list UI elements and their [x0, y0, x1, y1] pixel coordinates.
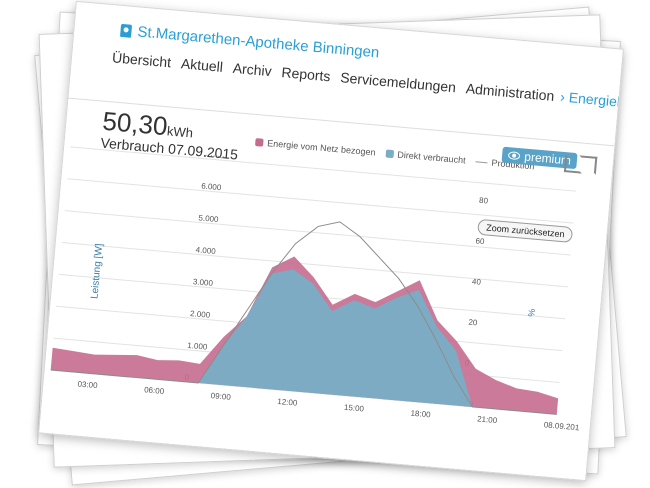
y2-axis-label: %: [526, 308, 537, 318]
chart-panel: 50,30kWh Verbrauch 07.09.2015 Energie vo…: [39, 97, 615, 482]
legend-line-production: [475, 160, 488, 163]
x-tick-label: 03:00: [77, 379, 98, 390]
legend-label-grid: Energie vom Netz bezogen: [266, 138, 376, 158]
building-icon: [119, 23, 133, 38]
y-tick-label: 1.000: [187, 341, 208, 352]
legend-item-grid[interactable]: Energie vom Netz bezogen: [254, 137, 376, 158]
expand-icon: [563, 154, 584, 174]
x-tick-label: 09:00: [210, 391, 231, 402]
x-tick-label: 21:00: [477, 414, 498, 425]
grid-line: [67, 178, 574, 224]
y2-tick-label: 80: [479, 196, 489, 206]
series-line-production: [50, 221, 557, 415]
legend-label-direct: Direkt verbraucht: [396, 149, 467, 166]
y-tick-label: 6.000: [201, 182, 222, 193]
y-tick-label: 3.000: [193, 277, 214, 288]
y-tick-label: 5.000: [198, 213, 219, 224]
nav-item-energiebilanz[interactable]: Energiebilanz: [568, 89, 624, 113]
legend-swatch-direct: [385, 149, 394, 159]
eye-icon: [508, 151, 521, 161]
legend-swatch-grid: [254, 138, 264, 147]
nav-separator-icon: ›: [559, 88, 566, 105]
x-tick-label: 06:00: [144, 385, 165, 396]
y-tick-label: 7.000: [204, 150, 225, 161]
grid-line: [70, 146, 577, 192]
nav-item-reports[interactable]: Reports: [280, 64, 332, 85]
x-tick-label: 08.09.201: [543, 420, 580, 432]
nav-item-servicemeldungen[interactable]: Servicemeldungen: [339, 69, 457, 96]
consumption-unit: kWh: [166, 123, 194, 141]
nav-item-archiv[interactable]: Archiv: [232, 59, 273, 80]
x-tick-label: 18:00: [410, 409, 431, 420]
y-tick-label: 4.000: [195, 245, 216, 256]
nav-item-aktuell[interactable]: Aktuell: [180, 55, 224, 75]
y-tick-label: 2.000: [190, 309, 211, 320]
nav-item-uebersicht[interactable]: Übersicht: [111, 49, 172, 71]
legend-item-direct[interactable]: Direkt verbraucht: [385, 148, 466, 165]
nav-item-administration[interactable]: Administration: [465, 80, 555, 104]
dashboard-card: St.Margarethen-Apotheke Binningen Übersi…: [38, 0, 624, 482]
x-tick-label: 12:00: [277, 397, 298, 408]
y2-tick-label: 20: [468, 318, 478, 328]
y2-tick-label: 40: [472, 277, 482, 287]
grid-line: [61, 242, 568, 288]
y2-tick-label: 60: [475, 236, 485, 246]
energy-chart[interactable]: 7.0006.0005.0004.0003.0002.0001.00008060…: [39, 142, 610, 481]
series-area-direct: [50, 269, 557, 415]
x-tick-label: 15:00: [344, 403, 365, 414]
grid-line: [64, 210, 571, 256]
